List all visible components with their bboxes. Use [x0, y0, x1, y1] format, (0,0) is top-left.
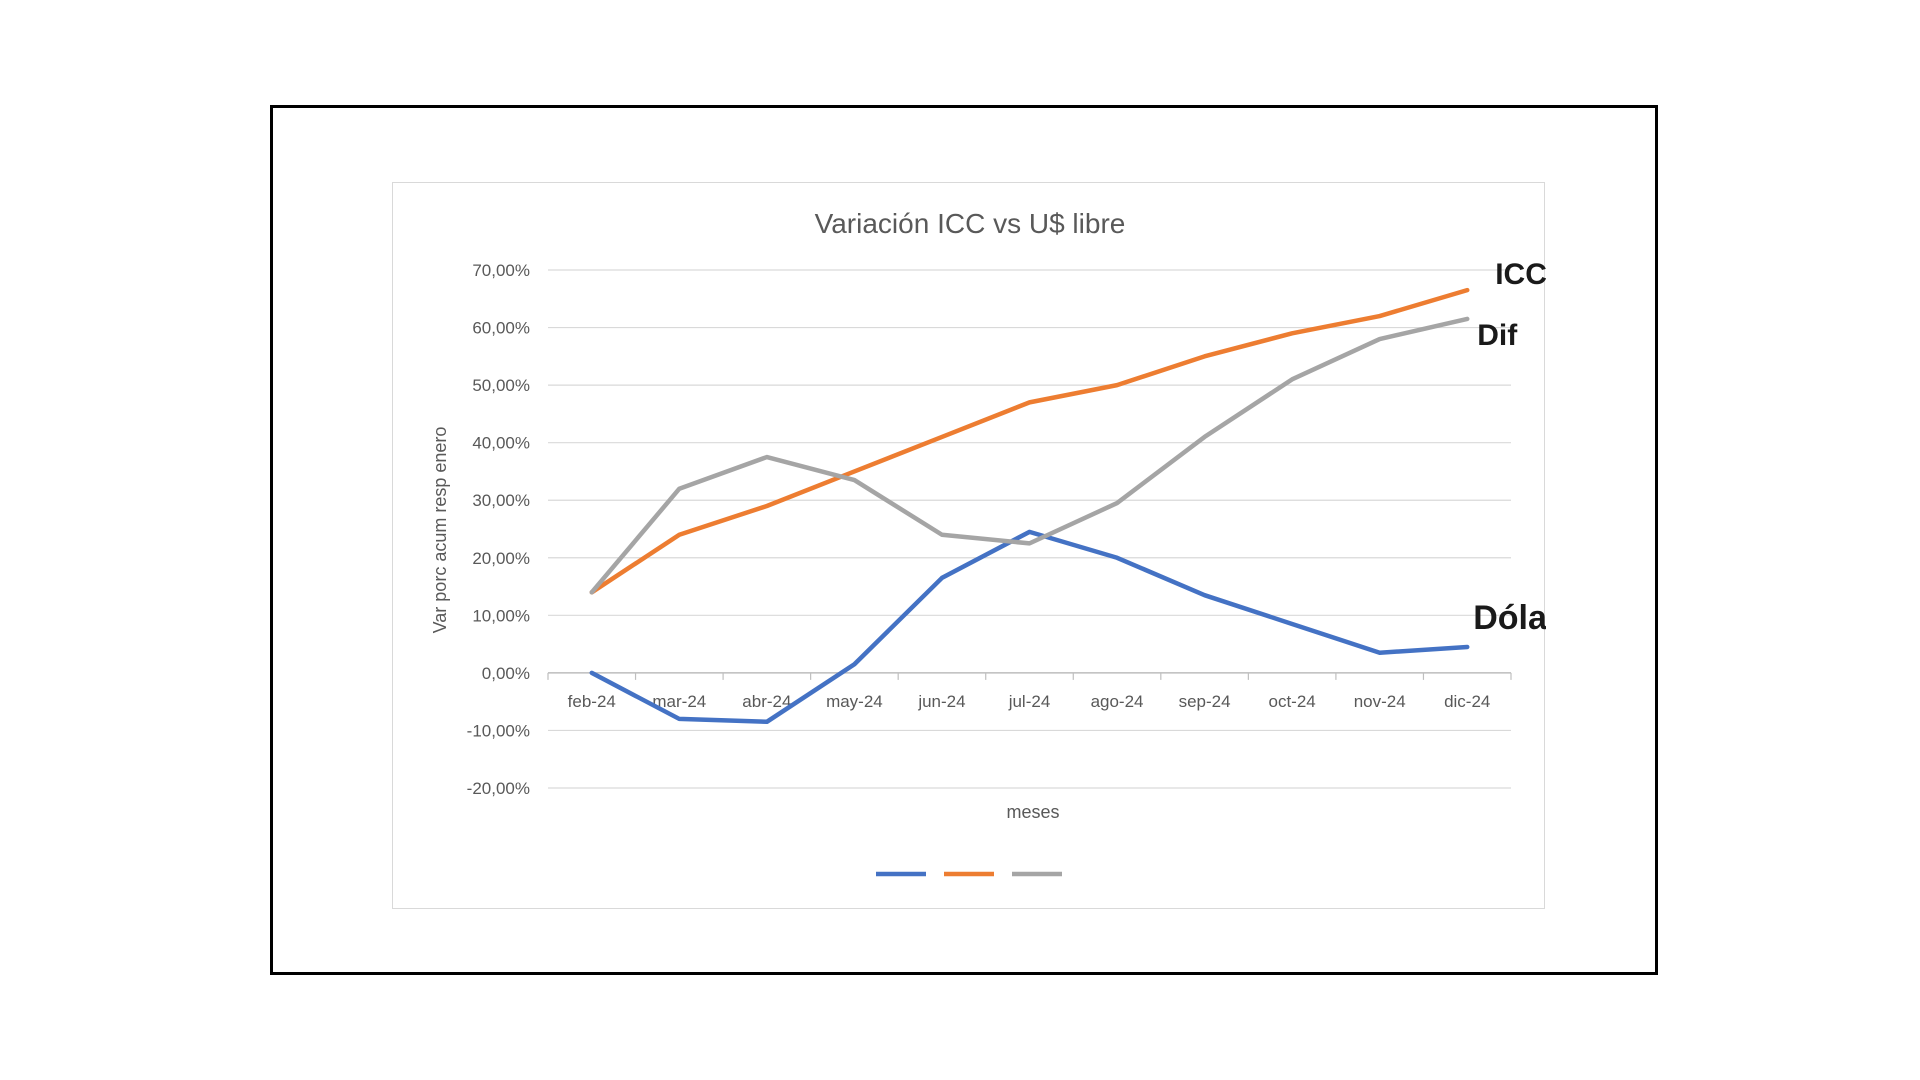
x-axis-title: meses: [1006, 802, 1059, 822]
x-tick-label: feb-24: [568, 692, 616, 711]
data-point: [590, 590, 594, 594]
data-point: [1028, 530, 1031, 534]
series-callout-1: Dólar libre: [1473, 599, 1546, 637]
data-point: [677, 533, 681, 537]
data-point: [1115, 501, 1119, 505]
y-tick-label: 20,00%: [472, 549, 530, 568]
data-point: [1203, 435, 1207, 439]
y-tick-label: 40,00%: [472, 434, 530, 453]
data-point: [677, 717, 681, 721]
series-line-2: [589, 287, 1470, 595]
data-point: [852, 469, 856, 473]
data-point: [1290, 622, 1294, 626]
line-chart: Variación ICC vs U$ libre 70,00% 60,00% 50…: [430, 208, 1546, 877]
data-point: [1290, 377, 1294, 381]
data-point: [765, 455, 769, 459]
y-tick-label: 60,00%: [472, 319, 530, 338]
data-point: [940, 533, 944, 537]
data-point: [1378, 337, 1382, 341]
data-point: [1378, 651, 1382, 655]
outer-frame: [270, 105, 1658, 975]
data-point: [1115, 383, 1119, 387]
y-tick-label: 10,00%: [472, 606, 530, 625]
data-point: [1028, 541, 1031, 545]
x-tick-label: abr-24: [742, 692, 791, 711]
x-tick-label: jun-24: [917, 692, 965, 711]
x-tick-label: may-24: [826, 692, 883, 711]
data-point: [1290, 331, 1294, 335]
series-callouts: Dólar libre ICC Dif: [1473, 258, 1546, 637]
x-tick-label: jul-24: [1008, 692, 1051, 711]
data-point: [1465, 288, 1469, 292]
y-tick-label: 70,00%: [472, 261, 530, 280]
data-point: [1465, 317, 1469, 321]
y-tick-label: 50,00%: [472, 376, 530, 395]
data-point: [1203, 354, 1207, 358]
data-point: [765, 720, 769, 724]
chart-title: Variación ICC vs U$ libre: [815, 208, 1126, 239]
y-tick-label: -20,00%: [467, 779, 530, 798]
data-point: [1465, 645, 1469, 649]
y-tick-label: 0,00%: [482, 664, 530, 683]
y-tick-label: 30,00%: [472, 491, 530, 510]
data-point: [1028, 400, 1031, 404]
y-axis-ticks: 70,00% 60,00% 50,00% 40,00% 30,00% 20,00% 10,0…: [467, 261, 530, 798]
data-point: [765, 504, 769, 508]
data-point: [940, 576, 944, 580]
series-lines: [589, 287, 1470, 725]
y-tick-label: -10,00%: [467, 721, 530, 740]
x-axis-ticks: feb-24 mar-24 abr-24 may-24 jun-24 jul-24 ago-…: [547, 672, 1512, 711]
x-tick-label: oct-24: [1269, 692, 1316, 711]
data-point: [590, 671, 594, 675]
chart-area: Variación ICC vs U$ libre 70,00% 60,00% 50…: [392, 182, 1546, 909]
x-tick-label: sep-24: [1179, 692, 1231, 711]
x-tick-label: mar-24: [652, 692, 706, 711]
series-callout-2: ICC: [1495, 258, 1546, 291]
data-point: [852, 478, 856, 482]
y-axis-title: Var porc acum resp enero: [430, 427, 450, 634]
data-point: [1203, 593, 1207, 597]
data-point: [1115, 556, 1119, 560]
series-callout-3: Dif: [1477, 319, 1518, 352]
data-point: [1378, 314, 1382, 318]
x-tick-label: dic-24: [1444, 692, 1490, 711]
x-tick-label: ago-24: [1091, 692, 1144, 711]
data-point: [852, 662, 856, 666]
series-line-3: [589, 316, 1470, 595]
data-point: [677, 487, 681, 491]
x-tick-label: nov-24: [1354, 692, 1406, 711]
data-point: [940, 435, 944, 439]
